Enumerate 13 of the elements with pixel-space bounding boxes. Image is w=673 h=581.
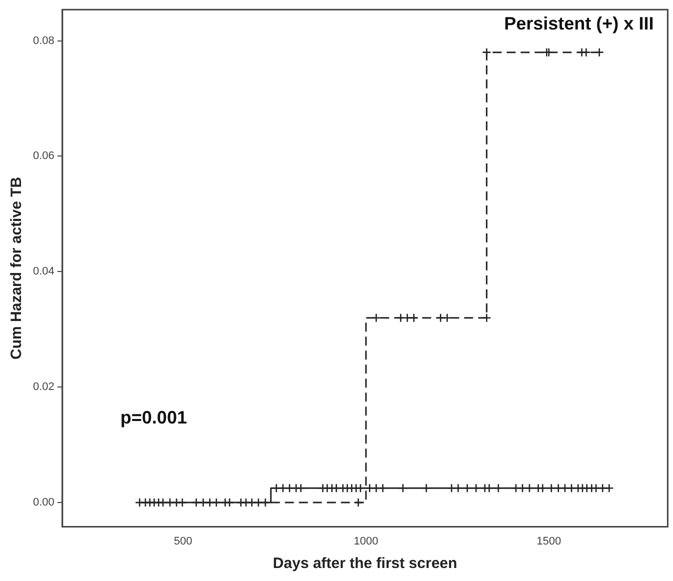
y-tick-label: 0.02 — [32, 381, 54, 394]
y-tick-label: 0.04 — [32, 266, 54, 278]
chart-title: Persistent (+) x III — [504, 14, 654, 34]
y-tick-label: 0.00 — [32, 496, 54, 509]
x-tick-label: 1500 — [536, 535, 562, 548]
x-tick-label: 1000 — [354, 535, 378, 548]
y-tick-label: 0.06 — [32, 150, 54, 162]
annotation: p=0.001 — [120, 407, 187, 428]
y-axis-title: Cum Hazard for active TB — [8, 176, 26, 360]
x-axis-title: Days after the first screen — [272, 555, 458, 572]
y-tick-label: 0.08 — [32, 34, 54, 47]
x-tick-label: 500 — [174, 535, 192, 548]
point — [442, 313, 452, 322]
